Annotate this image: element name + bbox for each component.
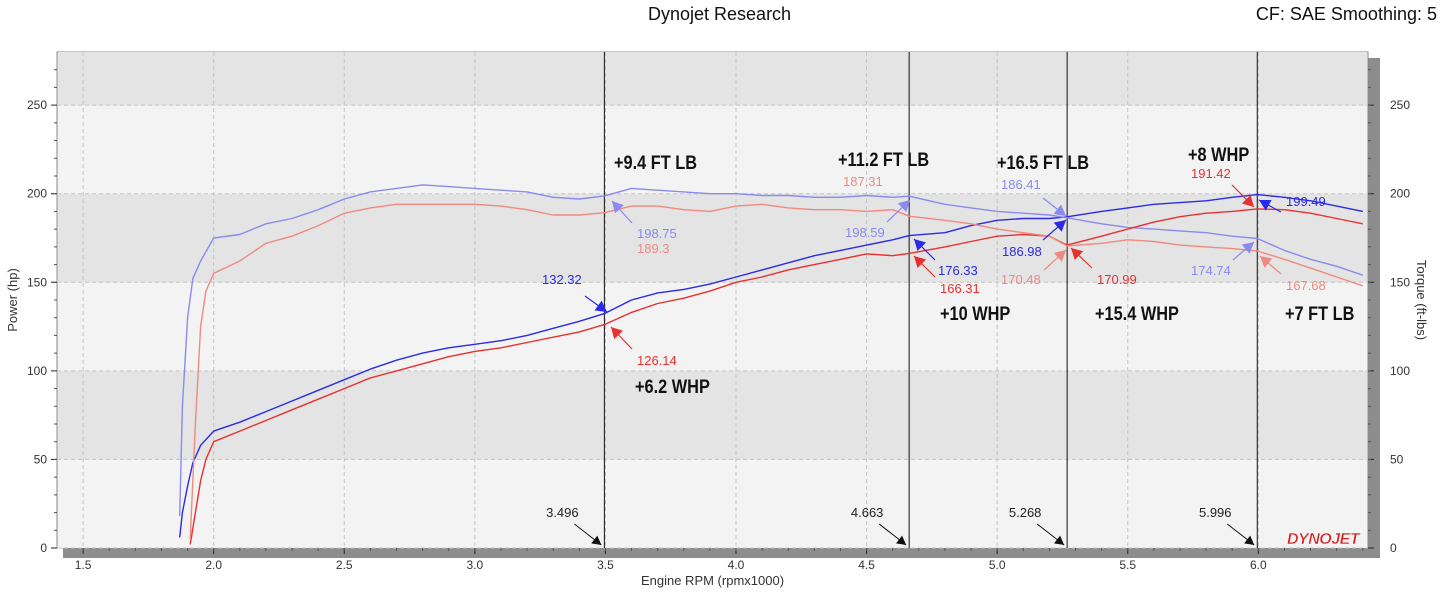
x-tick-label: 4.0 (728, 558, 745, 572)
data-label: 189.3 (637, 241, 670, 256)
data-label: 191.42 (1191, 166, 1231, 181)
gain-annotation: +8 WHP (1188, 144, 1249, 165)
rpm-marker-label: 4.663 (851, 505, 884, 520)
y-tick-label: 150 (27, 275, 47, 289)
data-label-arrowhead (1241, 242, 1254, 254)
data-label-arrowhead (914, 256, 927, 269)
x-tick-label: 3.0 (467, 558, 484, 572)
data-label-arrowhead (914, 239, 927, 252)
plot-band (58, 282, 1367, 371)
data-label: 167.68 (1286, 278, 1326, 293)
plot-band (58, 105, 1367, 194)
x-tick-label: 6.0 (1250, 558, 1267, 572)
y-axis-title: Power (hp) (5, 268, 20, 332)
torque-curve (189, 203, 1364, 540)
x-tick-label: 4.5 (858, 558, 875, 572)
x-tick-label: 2.0 (205, 558, 222, 572)
y-tick-label: 250 (27, 98, 47, 112)
data-label: 186.98 (1002, 244, 1042, 259)
y2-axis-title: Torque (ft-lbs) (1414, 260, 1429, 340)
gain-annotation: +15.4 WHP (1095, 303, 1179, 324)
plot-band (58, 459, 1367, 548)
y2-tick-label: 200 (1390, 187, 1410, 201)
data-label-arrowhead (1071, 248, 1084, 260)
y-tick-label: 200 (27, 187, 47, 201)
y2-tick-label: 100 (1390, 364, 1410, 378)
data-label-arrowhead (1241, 194, 1254, 207)
data-label-arrowhead (1053, 250, 1066, 262)
gain-annotation: +7 FT LB (1285, 303, 1354, 324)
x-tick-label: 5.0 (989, 558, 1006, 572)
x-tick-label: 2.5 (336, 558, 353, 572)
torque-curve (179, 184, 1364, 517)
correction-factor-label: CF: SAE Smoothing: 5 (1255, 4, 1437, 24)
data-label-arrowhead (611, 327, 623, 340)
x-tick-label: 3.5 (597, 558, 614, 572)
rpm-marker-label: 5.996 (1199, 505, 1232, 520)
data-label: 186.41 (1001, 177, 1041, 192)
y2-tick-label: 150 (1390, 275, 1410, 289)
data-label: 198.75 (637, 226, 677, 241)
gain-annotation: +9.4 FT LB (614, 152, 697, 173)
data-label: 176.33 (938, 263, 978, 278)
x-tick-label: 1.5 (75, 558, 92, 572)
data-label: 166.31 (940, 281, 980, 296)
data-label-arrowhead (1259, 199, 1272, 211)
gain-annotation: +16.5 FT LB (997, 152, 1089, 173)
dynojet-logo: DYNOJET (1287, 531, 1361, 548)
data-label: 187.31 (843, 174, 883, 189)
y-tick-label: 50 (34, 452, 48, 466)
gain-annotation: +10 WHP (940, 303, 1010, 324)
rpm-marker-arrowhead (591, 535, 602, 545)
rpm-marker-arrowhead (1054, 535, 1065, 545)
data-label-arrowhead (1053, 220, 1066, 232)
data-label-arrowhead (1053, 204, 1066, 216)
power-curve (179, 193, 1363, 538)
power-curve (189, 208, 1363, 545)
plot-band (58, 193, 1367, 283)
gain-annotation: +11.2 FT LB (838, 149, 929, 170)
rpm-marker-label: 5.268 (1009, 505, 1042, 520)
rpm-marker-label: 3.496 (546, 505, 579, 520)
y2-tick-label: 50 (1390, 452, 1404, 466)
data-label: 199.49 (1286, 194, 1326, 209)
y2-tick-label: 0 (1390, 541, 1397, 555)
gain-annotation: +6.2 WHP (635, 376, 710, 397)
rpm-marker-arrowhead (896, 535, 907, 545)
chart-title: Dynojet Research (648, 4, 792, 24)
data-label: 170.48 (1001, 272, 1041, 287)
data-label: 132.32 (542, 272, 582, 287)
plot-band (58, 52, 1367, 106)
data-label-arrowhead (897, 200, 910, 212)
data-label: 198.59 (845, 225, 885, 240)
data-label-arrowhead (594, 300, 607, 312)
y2-tick-label: 250 (1390, 98, 1410, 112)
data-label: 174.74 (1191, 263, 1231, 278)
data-label-arrowhead (612, 201, 624, 214)
data-label: 170.99 (1097, 272, 1137, 287)
plot-band (58, 370, 1367, 460)
y-tick-label: 100 (27, 364, 47, 378)
data-label: 126.14 (637, 353, 677, 368)
x-axis-title: Engine RPM (rpmx1000) (641, 573, 784, 588)
data-label-arrowhead (1260, 256, 1273, 268)
y-tick-label: 0 (40, 541, 47, 555)
rpm-marker-arrowhead (1244, 535, 1255, 545)
x-tick-label: 5.5 (1119, 558, 1136, 572)
